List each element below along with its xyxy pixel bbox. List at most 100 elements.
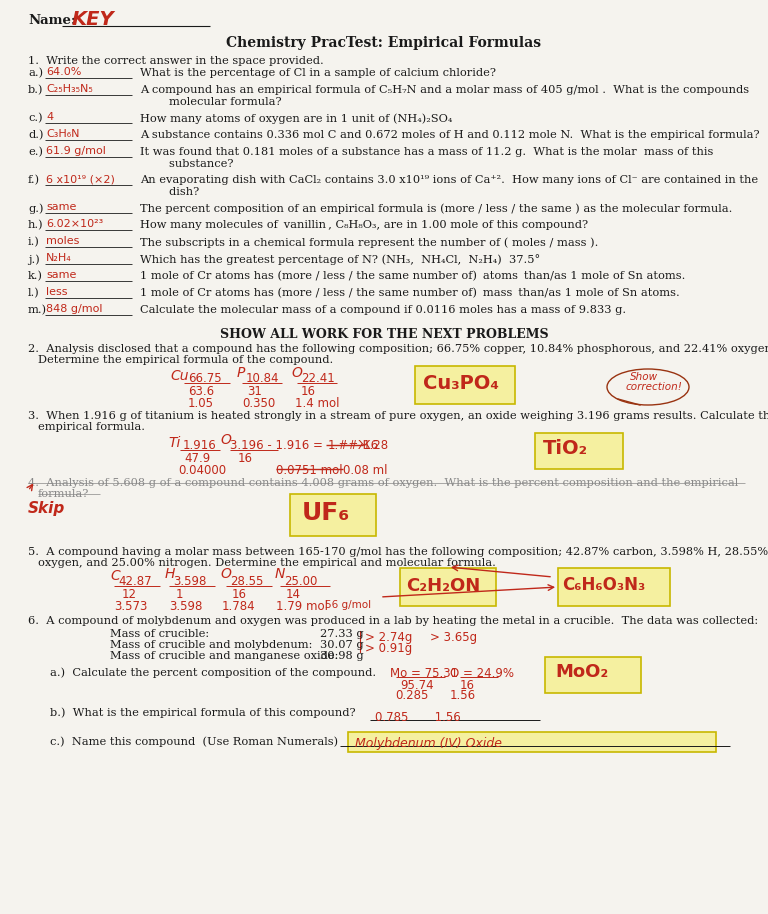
Text: 1.4 mol: 1.4 mol: [295, 397, 339, 410]
Text: C₆H₆O₃N₃: C₆H₆O₃N₃: [562, 576, 645, 594]
Text: 31: 31: [247, 385, 262, 398]
Text: a.): a.): [28, 68, 43, 79]
Text: 1.916: 1.916: [183, 439, 217, 452]
Bar: [415, 366, 515, 404]
Text: 0.04000: 0.04000: [178, 464, 226, 477]
Text: Skip: Skip: [28, 501, 65, 516]
Text: 1.79 mol: 1.79 mol: [276, 600, 328, 613]
Text: 16: 16: [238, 452, 253, 465]
Text: 61.9 g/mol: 61.9 g/mol: [46, 146, 106, 156]
Text: O: O: [291, 366, 302, 380]
Text: m.): m.): [28, 305, 47, 315]
Text: 12: 12: [122, 588, 137, 601]
Text: H: H: [165, 567, 175, 581]
Text: O: O: [220, 567, 231, 581]
Text: 27.33 g: 27.33 g: [320, 629, 363, 639]
Bar: [290, 494, 376, 536]
Text: 14: 14: [286, 588, 301, 601]
Text: Determine the empirical formula of the compound.: Determine the empirical formula of the c…: [38, 355, 333, 365]
Text: 1 mole of Cr atoms has (more / less / the same number of)  atoms  than/as 1 mole: 1 mole of Cr atoms has (more / less / th…: [140, 271, 685, 282]
Text: 1.  Write the correct answer in the space provided.: 1. Write the correct answer in the space…: [28, 56, 324, 66]
Text: 0.285: 0.285: [395, 689, 429, 702]
Text: 16: 16: [232, 588, 247, 601]
Text: c.)  Name this compound  (Use Roman Numerals): c.) Name this compound (Use Roman Numera…: [50, 736, 338, 747]
Text: 5.  A compound having a molar mass between 165-170 g/mol has the following compo: 5. A compound having a molar mass betwee…: [28, 547, 768, 557]
Text: Mass of crucible and manganese oxide:: Mass of crucible and manganese oxide:: [110, 651, 339, 661]
Text: A substance contains 0.336 mol C and 0.672 moles of H and 0.112 mole N.  What is: A substance contains 0.336 mol C and 0.6…: [140, 130, 760, 140]
Text: l.): l.): [28, 288, 40, 298]
Text: 4: 4: [46, 112, 53, 122]
Text: 2.  Analysis disclosed that a compound has the following composition; 66.75% cop: 2. Analysis disclosed that a compound ha…: [28, 344, 768, 354]
Text: 42.87: 42.87: [118, 575, 151, 588]
Text: 0.350: 0.350: [242, 397, 275, 410]
Text: It was found that 0.181 moles of a substance has a mass of 11.2 g.  What is the : It was found that 0.181 moles of a subst…: [140, 147, 713, 168]
Text: 3.196 - 1.916 =: 3.196 - 1.916 =: [230, 439, 323, 452]
Text: O: O: [220, 433, 231, 447]
Text: Mo = 75.31: Mo = 75.31: [390, 667, 458, 680]
Text: e.): e.): [28, 147, 43, 157]
Text: 22.41: 22.41: [301, 372, 335, 385]
Text: 30.07 g: 30.07 g: [320, 640, 363, 650]
Text: 4.  Analysis of 5.608 g of a compound contains 4.008 grams of oxygen.  What is t: 4. Analysis of 5.608 g of a compound con…: [28, 478, 738, 488]
Text: j.): j.): [28, 254, 40, 264]
Text: 6.  A compound of molybdenum and oxygen was produced in a lab by heating the met: 6. A compound of molybdenum and oxygen w…: [28, 616, 758, 626]
Text: f.): f.): [28, 175, 40, 186]
Text: C: C: [110, 569, 120, 583]
Text: Which has the greatest percentage of N? (NH₃,  NH₄Cl,  N₂H₄)  37.5°: Which has the greatest percentage of N? …: [140, 254, 540, 265]
Text: N: N: [275, 567, 286, 581]
Text: > 3.65g: > 3.65g: [430, 631, 477, 644]
Text: 0.08 ml: 0.08 ml: [343, 464, 388, 477]
Text: 1.784: 1.784: [222, 600, 256, 613]
Text: 1.28: 1.28: [363, 439, 389, 452]
Bar: [558, 568, 670, 606]
Text: Cu: Cu: [170, 369, 188, 383]
Text: 63.6: 63.6: [188, 385, 214, 398]
Text: formula?: formula?: [38, 489, 89, 499]
Text: 6 x10¹⁹ (×2): 6 x10¹⁹ (×2): [46, 174, 115, 184]
Text: 16: 16: [301, 385, 316, 398]
Text: 1.56: 1.56: [450, 689, 476, 702]
Bar: [348, 732, 716, 752]
Text: a.)  Calculate the percent composition of the compound.: a.) Calculate the percent composition of…: [50, 667, 376, 677]
Text: Mass of crucible:: Mass of crucible:: [110, 629, 209, 639]
Text: C₂H₂ON: C₂H₂ON: [406, 577, 480, 595]
Text: C₂₅H₃₅N₅: C₂₅H₃₅N₅: [46, 84, 93, 94]
Text: TiO₂: TiO₂: [543, 439, 588, 458]
Text: 10.84: 10.84: [246, 372, 280, 385]
Text: Chemistry PracTest: Empirical Formulas: Chemistry PracTest: Empirical Formulas: [227, 36, 541, 50]
Text: Mass of crucible and molybdenum:: Mass of crucible and molybdenum:: [110, 640, 313, 650]
Text: 47.9: 47.9: [184, 452, 210, 465]
Text: d.): d.): [28, 130, 44, 141]
Text: empirical formula.: empirical formula.: [38, 422, 145, 432]
Text: What is the percentage of Cl in a sample of calcium chloride?: What is the percentage of Cl in a sample…: [140, 68, 496, 78]
Text: 6.02×10²³: 6.02×10²³: [46, 219, 103, 229]
Text: k.): k.): [28, 271, 43, 282]
Text: The percent composition of an empirical formula is (more / less / the same ) as : The percent composition of an empirical …: [140, 203, 733, 214]
Text: same: same: [46, 270, 76, 280]
Text: Show: Show: [630, 372, 658, 382]
Text: correction!: correction!: [626, 382, 683, 392]
Text: N₂H₄: N₂H₄: [46, 253, 71, 263]
Text: MoO₂: MoO₂: [555, 663, 608, 681]
Text: moles: moles: [46, 236, 79, 246]
Text: less: less: [46, 287, 68, 297]
Text: Name:: Name:: [28, 14, 76, 27]
Text: 1 mole of Cr atoms has (more / less / the same number of)  mass  than/as 1 mole : 1 mole of Cr atoms has (more / less / th…: [140, 288, 680, 298]
Text: 95.74: 95.74: [400, 679, 434, 692]
Text: 848 g/mol: 848 g/mol: [46, 304, 102, 314]
Text: Calculate the molecular mass of a compound if 0.0116 moles has a mass of 9.833 g: Calculate the molecular mass of a compou…: [140, 305, 626, 315]
Text: 56 g/mol: 56 g/mol: [325, 600, 371, 610]
Text: The subscripts in a chemical formula represent the number of ( moles / mass ).: The subscripts in a chemical formula rep…: [140, 237, 598, 248]
Text: b.): b.): [28, 85, 44, 95]
Text: 66.75: 66.75: [188, 372, 222, 385]
Text: 3.  When 1.916 g of titanium is heated strongly in a stream of pure oxygen, an o: 3. When 1.916 g of titanium is heated st…: [28, 411, 768, 421]
Text: > 0.91g: > 0.91g: [365, 642, 412, 655]
Text: 25.00: 25.00: [284, 575, 317, 588]
Text: UF₆: UF₆: [302, 501, 350, 525]
Bar: [545, 657, 641, 693]
Text: How many molecules of  vanillin , C₈H₈O₃, are in 1.00 mole of this compound?: How many molecules of vanillin , C₈H₈O₃,…: [140, 220, 588, 230]
Text: b.)  What is the empirical formula of this compound?: b.) What is the empirical formula of thi…: [50, 707, 356, 717]
Text: 0.785       1.56: 0.785 1.56: [375, 711, 461, 724]
Bar: [400, 568, 496, 606]
Text: oxygen, and 25.00% nitrogen. Determine the empirical and molecular formula.: oxygen, and 25.00% nitrogen. Determine t…: [38, 558, 496, 568]
